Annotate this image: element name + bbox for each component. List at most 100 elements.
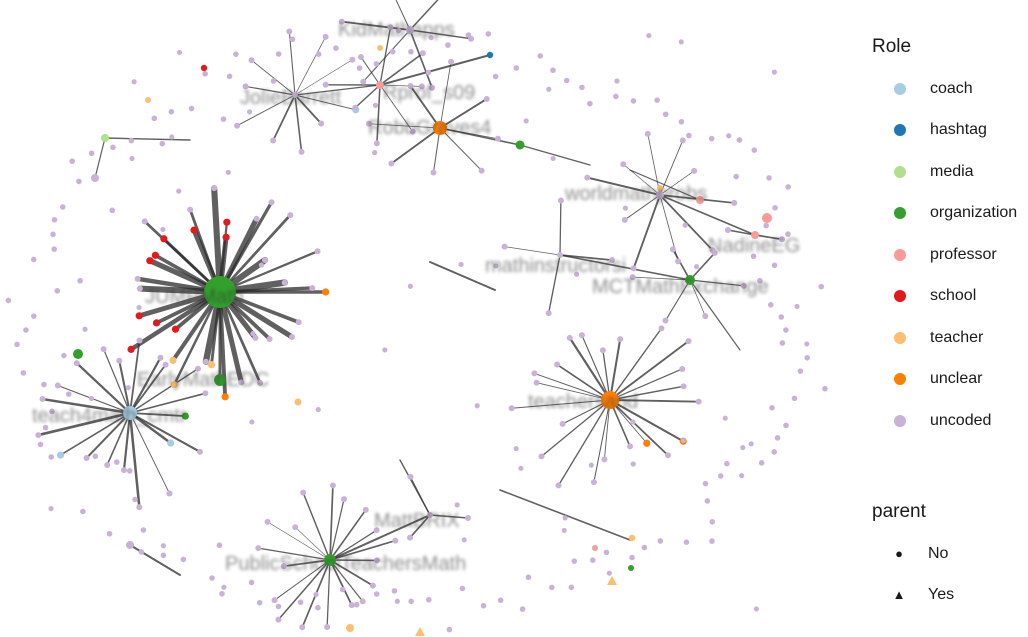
leaf-node — [448, 58, 455, 65]
leaf-node — [264, 518, 271, 525]
network-edge — [118, 359, 132, 415]
isolated-node — [769, 404, 775, 411]
leaf-node — [373, 557, 380, 564]
isolated-node — [132, 496, 138, 503]
isolated-node — [168, 108, 175, 115]
network-edge — [593, 399, 611, 483]
isolated-node — [523, 118, 529, 124]
leaf-node — [578, 332, 585, 339]
hub-label: teach4math_cmtr — [32, 405, 187, 427]
leaf-node — [357, 54, 364, 61]
network-edge — [244, 85, 296, 96]
isolated-node — [76, 178, 82, 185]
leaf-node — [373, 527, 380, 534]
organization-swatch-icon — [894, 207, 906, 220]
network-edge — [368, 123, 441, 129]
isolated-node — [216, 542, 223, 549]
network-edge — [329, 559, 374, 587]
isolated-node — [682, 222, 688, 228]
isolated-node — [297, 599, 304, 606]
network-edge — [689, 279, 706, 317]
hub-node — [751, 231, 759, 239]
isolated-node — [82, 326, 88, 332]
unclear-swatch-icon — [894, 373, 906, 386]
network-edge — [329, 498, 345, 561]
hub-node — [214, 374, 226, 386]
school-swatch-icon — [894, 290, 906, 303]
isolated-node — [563, 77, 570, 84]
isolated-node — [518, 465, 524, 471]
leaf-node — [295, 319, 302, 326]
leaf-node — [318, 120, 325, 127]
network-edge — [609, 327, 663, 401]
network-edge — [104, 137, 191, 141]
legend-label: professor — [930, 245, 997, 263]
teacher-node — [346, 624, 354, 632]
isolated-node — [20, 370, 27, 376]
isolated-node — [748, 441, 754, 447]
leaf-node — [407, 534, 414, 541]
isolated-node — [767, 302, 774, 308]
leaf-node — [691, 167, 698, 174]
leaf-node — [779, 236, 786, 243]
isolated-node — [258, 262, 264, 268]
isolated-node — [783, 327, 789, 333]
legend-item-parent-no: ● No — [872, 533, 954, 574]
network-edge — [211, 185, 224, 296]
leaf-node — [669, 246, 676, 253]
leaf-node — [329, 482, 336, 489]
isolated-node — [225, 169, 231, 175]
network-edge — [409, 0, 439, 31]
network-edge — [609, 399, 700, 403]
isolated-node — [209, 575, 215, 581]
network-edge — [559, 254, 691, 281]
network-edge — [439, 127, 483, 172]
network-edge — [581, 334, 611, 401]
network-edge — [294, 59, 353, 96]
isolated-node — [176, 188, 182, 194]
network-edge — [329, 484, 334, 561]
isolated-node — [525, 574, 532, 581]
leaf-node — [338, 18, 345, 25]
leaf-node — [501, 243, 508, 250]
network-edge — [129, 544, 181, 576]
network-edge — [632, 276, 691, 281]
isolated-node — [140, 527, 147, 533]
leaf-node — [223, 218, 231, 226]
leaf-node — [359, 598, 366, 605]
isolated-node — [603, 549, 610, 556]
leaf-node — [288, 333, 295, 340]
network-edge — [608, 398, 685, 443]
isolated-node — [657, 538, 664, 544]
isolated-node — [822, 385, 828, 392]
network-edge — [536, 382, 611, 401]
legend-label: organization — [930, 204, 1018, 222]
network-edge — [129, 412, 187, 418]
isolated-node — [48, 454, 55, 460]
network-edge — [429, 261, 496, 291]
isolated-node — [550, 155, 556, 162]
isolated-node — [654, 97, 660, 103]
network-edge — [547, 254, 561, 314]
leaf-node — [555, 482, 562, 489]
leaf-node — [275, 616, 282, 623]
legend-item-coach: coach — [872, 68, 1017, 110]
isolated-node — [113, 459, 120, 465]
coach-swatch-icon — [894, 82, 906, 95]
isolated-node — [804, 355, 810, 361]
leaf-node — [100, 346, 107, 353]
isolated-node — [694, 264, 700, 270]
isolated-node — [750, 253, 757, 260]
isolated-node — [333, 45, 339, 51]
isolated-node — [37, 441, 44, 448]
isolated-node — [202, 71, 208, 77]
network-edge — [395, 0, 411, 31]
leaf-node — [348, 602, 355, 609]
leaf-node — [56, 451, 65, 459]
isolated-node — [428, 35, 434, 41]
uncoded-node — [91, 174, 99, 182]
uncoded-node — [126, 541, 134, 549]
leaf-node — [407, 83, 414, 90]
leaf-node — [679, 137, 686, 144]
leaf-node — [135, 312, 143, 320]
